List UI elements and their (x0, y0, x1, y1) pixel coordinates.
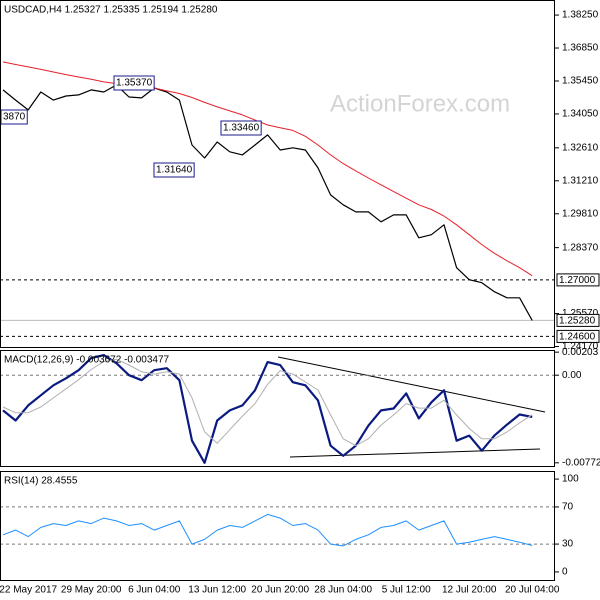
y-tick-label: 1.29810 (562, 208, 599, 219)
x-tick-label: 20 Jun 20:00 (251, 585, 309, 596)
y-tick-label: 1.32610 (562, 142, 599, 153)
series-line (2, 513, 533, 547)
x-tick-label: 5 Jul 12:00 (382, 585, 431, 596)
y-tick-label: -0.00772 (562, 457, 600, 468)
x-tick-label: 20 Jul 04:00 (505, 585, 560, 596)
y-tick-label: 70 (562, 502, 574, 513)
y-tick-label: 1.31210 (562, 175, 599, 186)
annotation-box (153, 162, 195, 178)
panel-title: USDCAD,H4 1.25327 1.25335 1.25194 1.2528… (4, 5, 218, 16)
current-price-label-box (556, 313, 600, 327)
annotation: 1.35370 (116, 78, 153, 89)
panel-title: MACD(12,26,9) -0.003672 -0.003477 (4, 355, 170, 366)
level-label: 1.24600 (559, 332, 596, 343)
y-tick-label: 0.00 (562, 370, 582, 381)
annotation: 3870 (3, 112, 26, 123)
panel-border (0, 350, 555, 467)
x-tick-label: 28 Jun 04:00 (314, 585, 372, 596)
y-tick-label: 1.25570 (562, 308, 599, 319)
x-tick-label: 13 Jun 12:00 (188, 585, 246, 596)
x-tick-label: 22 May 2017 (0, 585, 58, 596)
y-tick-label: 1.35450 (562, 76, 599, 87)
y-tick-label: 30 (562, 539, 574, 550)
panel-border (0, 471, 555, 581)
y-tick-label: 100 (562, 474, 579, 485)
annotation-box (220, 120, 262, 136)
x-tick-label: 29 May 20:00 (61, 585, 122, 596)
y-tick-label: 1.36850 (562, 43, 599, 54)
annotation: 1.33460 (223, 123, 260, 134)
series-line (2, 354, 533, 464)
level-label: 1.27000 (559, 275, 596, 286)
panel-title: RSI(14) 28.4555 (4, 476, 78, 487)
y-tick-label: 0 (562, 567, 568, 578)
y-tick-label: 0.00203 (562, 347, 599, 358)
series-line (2, 358, 533, 447)
y-tick-label: 1.28370 (562, 242, 599, 253)
y-tick-label: 1.38250 (562, 10, 599, 21)
watermark: ActionForex.com (330, 90, 510, 117)
y-tick-label: 1.34050 (562, 109, 599, 120)
annotation: 1.31640 (156, 165, 193, 176)
series-line (2, 61, 533, 277)
x-tick-label: 6 Jun 04:00 (128, 585, 181, 596)
current-price-label: 1.25280 (559, 316, 596, 327)
level-label-box (556, 329, 600, 343)
y-tick-label: 1.24170 (562, 341, 599, 352)
panel-border (0, 0, 555, 348)
level-label-box (556, 273, 600, 287)
x-tick-label: 12 Jul 20:00 (442, 585, 497, 596)
trend-line (289, 448, 541, 458)
annotation-box (113, 75, 155, 91)
trend-line (277, 356, 546, 413)
series-line (2, 84, 533, 321)
